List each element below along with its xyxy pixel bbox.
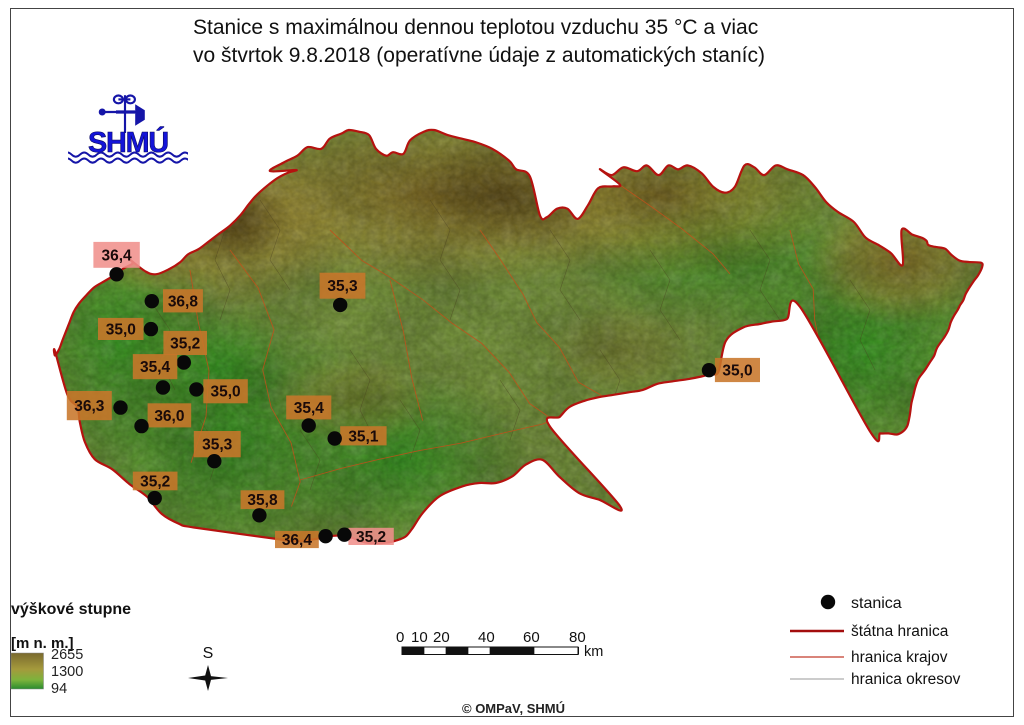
svg-text:35,2: 35,2: [356, 529, 386, 546]
svg-text:35,0: 35,0: [211, 384, 241, 401]
svg-text:stanica: stanica: [851, 595, 902, 612]
svg-text:35,3: 35,3: [327, 278, 358, 295]
svg-text:35,0: 35,0: [722, 363, 752, 380]
svg-text:35,2: 35,2: [140, 474, 170, 491]
svg-text:hranica krajov: hranica krajov: [851, 649, 948, 666]
svg-text:S: S: [203, 645, 214, 662]
svg-text:40: 40: [478, 629, 495, 646]
svg-text:36,4: 36,4: [282, 532, 313, 549]
svg-text:35,1: 35,1: [348, 428, 379, 445]
svg-text:36,4: 36,4: [102, 247, 133, 264]
svg-text:20: 20: [433, 629, 450, 646]
svg-text:štátna hranica: štátna hranica: [851, 623, 949, 640]
svg-text:35,0: 35,0: [106, 321, 136, 338]
svg-text:35,4: 35,4: [294, 400, 325, 417]
svg-text:36,8: 36,8: [168, 293, 199, 310]
svg-text:35,8: 35,8: [247, 492, 278, 509]
svg-text:10: 10: [411, 629, 428, 646]
svg-text:36,3: 36,3: [74, 398, 105, 415]
svg-text:35,2: 35,2: [170, 335, 200, 352]
svg-text:36,0: 36,0: [154, 408, 184, 425]
svg-text:35,3: 35,3: [202, 437, 233, 454]
svg-text:35,4: 35,4: [140, 359, 171, 376]
svg-text:km: km: [584, 644, 603, 660]
svg-text:60: 60: [523, 629, 540, 646]
svg-text:0: 0: [396, 629, 404, 646]
svg-text:hranica okresov: hranica okresov: [851, 671, 961, 688]
